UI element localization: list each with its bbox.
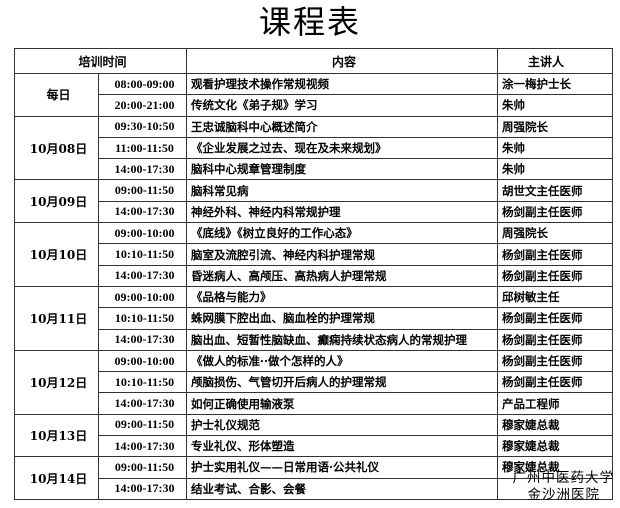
- table-row: 10月10日 09:00-10:00 《底线》《树立良好的工作心态》 周强院长: [14, 222, 614, 287]
- table-row: 14:00-17:30 脑出血、短暂性脑缺血、癫痫持续状态病人的常规护理 杨剑副主任…: [15, 328, 614, 351]
- time-cell: 09:00-11:50: [97, 413, 188, 437]
- header-speaker: 主讲人: [497, 48, 614, 74]
- table-row: 10月13日 09:00-11:50 护士礼仪规范 穆家婕总裁: [14, 413, 614, 458]
- content-cell: 脑出血、短暂性脑缺血、癫痫持续状态病人的常规护理: [186, 328, 499, 351]
- table-row: 14:00-17:30 昏迷病人、高颅压、高热病人护理常规 杨剑副主任医师: [15, 264, 614, 287]
- content-cell: 脑室及流腔引流、神经内科护理常规: [186, 243, 499, 266]
- speaker-cell: 穆家婕总裁: [497, 435, 614, 458]
- schedule-table: 培训时间 内容 主讲人 每日 08:00-09:00 观看护理技术操作常规视频 涂一梅…: [13, 48, 614, 500]
- table-row: 10月11日 09:00-10:00 《品格与能力》 邱树敏主任: [14, 285, 614, 351]
- time-cell: 09:00-10:00: [97, 222, 188, 245]
- table-row: 14:00-17:30 脑科中心规章管理制度 朱帅: [15, 158, 614, 181]
- table-row: 10:10-11:50 脑室及流腔引流、神经内科护理常规 杨剑副主任医师: [15, 243, 614, 266]
- table-row: 14:00-17:30 神经外科、神经内科常规护理 杨剑副主任医师: [15, 200, 614, 224]
- content-cell: 脑科中心规章管理制度: [186, 158, 499, 181]
- speaker-cell: 胡世文主任医师: [497, 179, 614, 202]
- schedule-body: 每日 08:00-09:00 观看护理技术操作常规视频 涂一梅护士长 20:00-21:…: [14, 72, 614, 500]
- time-cell: 14:00-17:30: [97, 200, 188, 224]
- speaker-cell: 周强院长: [497, 222, 614, 245]
- time-cell: 10:10-11:50: [97, 307, 188, 330]
- day-cell: 10月12日: [14, 349, 99, 415]
- table-row: 14:00-17:30 专业礼仪、形体塑造 穆家婕总裁: [15, 435, 614, 458]
- content-cell: 《品格与能力》: [186, 285, 499, 309]
- time-cell: 09:30-10:50: [97, 115, 188, 138]
- day-cell: 10月14日: [14, 456, 99, 500]
- time-cell: 10:10-11:50: [97, 243, 188, 266]
- speaker-cell: 杨剑副主任医师: [497, 371, 614, 394]
- table-row: 10月14日 09:00-11:50 护士实用礼仪——日常用语·公共礼仪 穆家婕总裁: [14, 456, 614, 500]
- speaker-cell: 邱树敏主任: [497, 285, 614, 309]
- time-cell: 14:00-17:30: [97, 435, 188, 458]
- table-row: 10月08日 09:30-10:50 王忠诚脑科中心概述简介 周强院长: [14, 115, 614, 181]
- content-cell: 颅脑损伤、气管切开后病人的护理常规: [186, 371, 499, 394]
- day-cell: 10月08日: [14, 115, 99, 181]
- speaker-cell: 产品工程师: [497, 392, 614, 415]
- time-cell: 09:00-11:50: [97, 456, 188, 479]
- content-cell: 结业考试、合影、会餐: [186, 477, 499, 500]
- content-cell: 神经外科、神经内科常规护理: [186, 200, 499, 224]
- speaker-cell: 朱帅: [497, 158, 614, 181]
- time-cell: 14:00-17:30: [97, 158, 188, 181]
- content-cell: 护士礼仪规范: [186, 413, 499, 437]
- time-cell: 08:00-09:00: [97, 72, 188, 96]
- content-cell: 如何正确使用输液泵: [186, 392, 499, 415]
- day-cell: 10月09日: [14, 179, 99, 224]
- speaker-cell: 杨剑副主任医师: [497, 349, 614, 373]
- content-cell: 《底线》《树立良好的工作心态》: [186, 222, 499, 245]
- content-cell: 专业礼仪、形体塑造: [186, 435, 499, 458]
- speaker-cell: 杨剑副主任医师: [497, 328, 614, 351]
- table-row: 14:00-17:30 结业考试、合影、会餐: [15, 477, 614, 500]
- content-cell: 护士实用礼仪——日常用语·公共礼仪: [186, 456, 499, 479]
- table-row: 11:00-11:50 《企业发展之过去、现在及未来规划》 朱帅: [15, 136, 614, 160]
- day-cell: 10月10日: [14, 222, 99, 287]
- speaker-cell: [497, 477, 614, 500]
- watermark-line2: 金沙洲医院: [527, 487, 600, 503]
- header-row: 培训时间 内容 主讲人: [13, 48, 614, 74]
- speaker-cell: 朱帅: [497, 136, 614, 160]
- speaker-cell: 杨剑副主任医师: [497, 243, 614, 266]
- content-cell: 传统文化《弟子规》学习: [186, 94, 499, 117]
- speaker-cell: 周强院长: [497, 115, 614, 138]
- speaker-cell: 涂一梅护士长: [497, 72, 614, 96]
- time-cell: 09:00-10:00: [97, 349, 188, 373]
- table-row: 10:10-11:50 蛛网膜下腔出血、脑血栓的护理常规 杨剑副主任医师: [15, 307, 614, 330]
- header-content: 内容: [186, 48, 499, 74]
- watermark-line1: 广州中医药大学: [512, 470, 614, 486]
- time-cell: 11:00-11:50: [97, 136, 188, 160]
- content-cell: 《做人的标准··做个怎样的人》: [186, 349, 499, 373]
- content-cell: 观看护理技术操作常规视频: [186, 72, 499, 96]
- speaker-cell: 朱帅: [497, 94, 614, 117]
- page-title: 课程表: [258, 3, 361, 41]
- day-cell: 10月13日: [14, 413, 99, 458]
- speaker-cell: 穆家婕总裁: [497, 413, 614, 437]
- table-row: 每日 08:00-09:00 观看护理技术操作常规视频 涂一梅护士长: [14, 72, 614, 117]
- time-cell: 14:00-17:30: [97, 392, 188, 415]
- time-cell: 14:00-17:30: [97, 477, 188, 500]
- header-time: 培训时间: [13, 48, 188, 74]
- content-cell: 昏迷病人、高颅压、高热病人护理常规: [186, 264, 499, 287]
- content-cell: 蛛网膜下腔出血、脑血栓的护理常规: [186, 307, 499, 330]
- time-cell: 09:00-11:50: [97, 179, 188, 202]
- content-cell: 王忠诚脑科中心概述简介: [186, 115, 499, 138]
- time-cell: 09:00-10:00: [97, 285, 188, 309]
- table-row: 10月12日 09:00-10:00 《做人的标准··做个怎样的人》 杨剑副主任医师: [14, 349, 614, 415]
- content-cell: 《企业发展之过去、现在及未来规划》: [186, 136, 499, 160]
- time-cell: 14:00-17:30: [97, 264, 188, 287]
- time-cell: 20:00-21:00: [97, 94, 188, 117]
- speaker-cell: 杨剑副主任医师: [497, 200, 614, 224]
- table-row: 20:00-21:00 传统文化《弟子规》学习 朱帅: [15, 94, 614, 117]
- day-cell: 10月11日: [14, 285, 99, 351]
- table-row: 10月09日 09:00-11:50 脑科常见病 胡世文主任医师: [14, 179, 614, 224]
- speaker-cell: 杨剑副主任医师: [497, 264, 614, 287]
- time-cell: 14:00-17:30: [97, 328, 188, 351]
- table-row: 10:10-11:50 颅脑损伤、气管切开后病人的护理常规 杨剑副主任医师: [15, 371, 614, 394]
- table-row: 14:00-17:30 如何正确使用输液泵 产品工程师: [15, 392, 614, 415]
- time-cell: 10:10-11:50: [97, 371, 188, 394]
- content-cell: 脑科常见病: [186, 179, 499, 202]
- speaker-cell: 杨剑副主任医师: [497, 307, 614, 330]
- day-cell: 每日: [14, 73, 99, 117]
